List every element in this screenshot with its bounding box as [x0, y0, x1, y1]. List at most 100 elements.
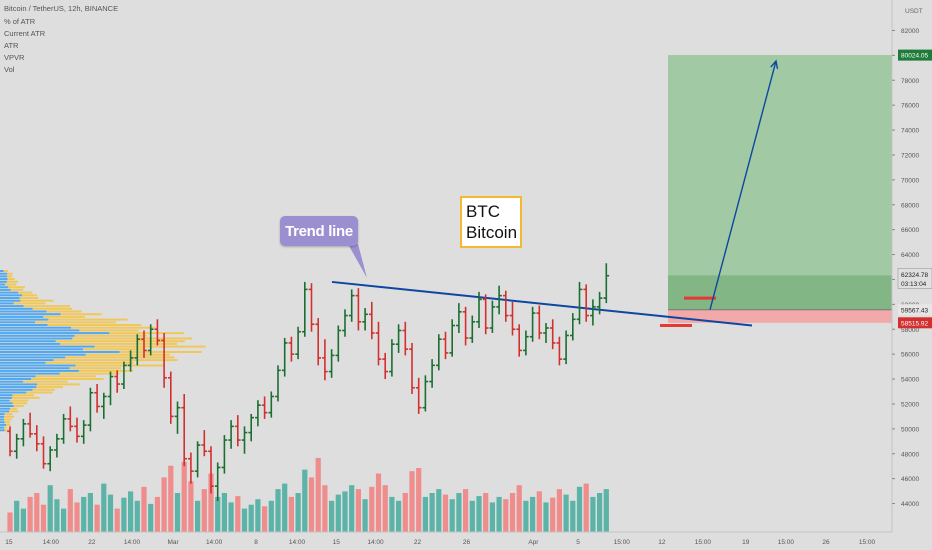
x-tick-label: Apr [528, 539, 539, 546]
volume-bar [536, 491, 542, 532]
vpvr-bar-sell [3, 270, 9, 272]
target-zone[interactable] [668, 55, 892, 310]
vpvr-bar-buy [0, 348, 84, 351]
indicator-vol[interactable]: Vol [4, 65, 15, 74]
vpvr-bar-sell [72, 337, 193, 340]
volume-bar [429, 493, 435, 532]
vpvr-bar-buy [0, 313, 61, 316]
vpvr-bar-sell [35, 321, 116, 324]
vpvr-bar-sell [32, 388, 55, 391]
volume-bar [396, 500, 402, 532]
vpvr-bar-sell [65, 356, 175, 359]
vpvr-bar-buy [0, 315, 44, 318]
vpvr-bar-buy [0, 294, 22, 297]
vpvr-bar-buy [0, 375, 36, 378]
symbol-title[interactable]: Bitcoin / TetherUS, 12h, BINANCE [4, 4, 119, 13]
volume-bar [47, 485, 53, 532]
vpvr-bar-sell [22, 294, 37, 297]
volume-bar [389, 496, 395, 532]
entry-price-tag: 59567.43 [901, 307, 928, 314]
volume-bar [416, 468, 422, 532]
volume-bar [201, 489, 207, 532]
volume-bar [442, 494, 449, 532]
vpvr-bar-sell [36, 386, 63, 389]
vpvr-bar-sell [119, 351, 202, 353]
volume-bar [570, 500, 576, 532]
x-tick-label: 19 [742, 539, 750, 546]
indicator-pct-atr[interactable]: % of ATR [4, 17, 36, 26]
vpvr-bar-sell [12, 394, 34, 397]
asset-note[interactable]: BTC Bitcoin [460, 196, 522, 248]
target-price-tag: 80024.05 [901, 53, 928, 60]
vpvr-bar-buy [0, 372, 60, 375]
projection-arrow[interactable] [709, 60, 777, 310]
volume-bar [61, 508, 67, 532]
volume-bar [295, 493, 301, 532]
vpvr-bar-sell [8, 286, 25, 289]
volume-bar [248, 504, 254, 532]
volume-bar [67, 489, 73, 532]
vpvr-bar-sell [60, 342, 177, 345]
vpvr-bar-buy [0, 418, 4, 421]
volume-bar [503, 499, 509, 532]
vpvr-bar-sell [85, 353, 170, 356]
vpvr-bar-sell [47, 324, 142, 326]
x-tick-label: 14:00 [43, 539, 60, 546]
vpvr-bar-buy [0, 399, 10, 402]
y-tick-label: 46000 [901, 476, 919, 483]
vpvr-bar-sell [43, 315, 85, 318]
trendline[interactable] [331, 280, 753, 327]
stop-zone[interactable] [668, 309, 892, 323]
y-tick-label: 58000 [901, 327, 919, 334]
vpvr-bar-sell [7, 272, 13, 275]
y-tick-label: 56000 [901, 352, 919, 359]
volume-bar [235, 496, 241, 532]
vpvr-bar-sell [71, 326, 156, 329]
vpvr-bar-buy [0, 429, 5, 432]
volume-bar [7, 512, 13, 532]
x-tick-label: Mar [167, 539, 179, 546]
indicator-atr[interactable]: ATR [4, 41, 19, 50]
vpvr-bar-buy [0, 359, 54, 362]
vpvr-bar-buy [0, 278, 8, 281]
volume-bar [154, 496, 160, 532]
y-tick-label: 68000 [901, 202, 919, 209]
volume-bar [449, 499, 455, 532]
vpvr-bar-buy [0, 275, 8, 278]
volume-bar [208, 473, 214, 532]
x-tick-label: 22 [88, 539, 96, 546]
vpvr-bar-sell [74, 334, 147, 337]
time-axis[interactable] [0, 532, 892, 550]
indicator-current-atr[interactable]: Current ATR [4, 29, 46, 38]
vpvr-bar-sell [11, 396, 40, 399]
volume-bar [597, 493, 603, 532]
vpvr-bar-sell [55, 340, 185, 343]
vpvr-bar-sell [10, 407, 18, 410]
vpvr-bar-buy [0, 364, 76, 367]
vpvr-bar-sell [4, 415, 14, 418]
volume-bar [302, 469, 308, 532]
y-tick-label: 54000 [901, 377, 919, 384]
trend-line-callout[interactable]: Trend line [280, 216, 358, 246]
volume-bar [335, 494, 341, 532]
vpvr-bar-sell [83, 348, 145, 351]
volume-bar [469, 500, 475, 532]
vpvr-bar-buy [0, 413, 5, 416]
x-tick-label: 8 [254, 539, 258, 546]
vpvr-bar-buy [0, 386, 37, 389]
trend-line-label: Trend line [285, 222, 353, 240]
volume-bar [74, 502, 80, 532]
volume-bar [583, 483, 589, 532]
indicator-vpvr[interactable]: VPVR [4, 53, 25, 62]
x-tick-label: 15:00 [614, 539, 631, 546]
vpvr-bar-buy [0, 405, 14, 407]
vpvr-bar-sell [9, 410, 19, 413]
y-tick-label: 78000 [901, 78, 919, 85]
vpvr-bar-sell [4, 418, 12, 421]
volume-bar [382, 485, 388, 532]
volume-bar [114, 508, 120, 532]
volume-bar [349, 485, 355, 532]
vpvr-bar-sell [45, 361, 134, 364]
vpvr-bar-buy [0, 334, 75, 337]
vpvr-bar-buy [0, 310, 47, 313]
